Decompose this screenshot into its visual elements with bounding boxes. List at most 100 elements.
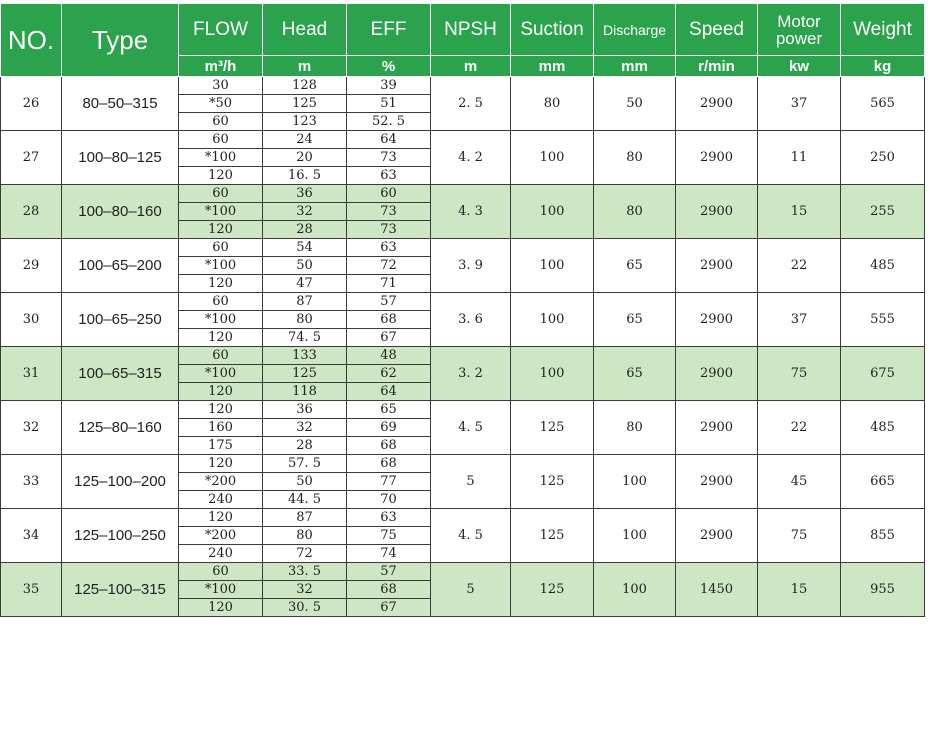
table-row: 29 100–65–200 60 54 63 3. 9 100 65 2900 22 485 — [0, 238, 925, 293]
motor-power-cell: 22 — [757, 400, 841, 455]
eff-cell: 74 — [346, 544, 431, 563]
table-row: 35 125–100–315 60 33. 5 57 5 125 100 1450 15 955 — [0, 562, 925, 617]
suction-cell: 125 — [510, 400, 594, 455]
pump-type: 125–100–200 — [61, 454, 179, 509]
discharge-cell: 65 — [593, 238, 676, 293]
npsh-cell: 3. 9 — [430, 238, 511, 293]
pump-type: 125–100–250 — [61, 508, 179, 563]
weight-cell: 485 — [840, 238, 925, 293]
speed-cell: 2900 — [675, 454, 758, 509]
eff-cell: 70 — [346, 490, 431, 509]
table-row: 30 100–65–250 60 87 57 3. 6 100 65 2900 37 555 — [0, 292, 925, 347]
pump-type: 100–65–200 — [61, 238, 179, 293]
suction-cell: 100 — [510, 292, 594, 347]
eff-cell: 52. 5 — [346, 112, 431, 131]
table-row: *50 125 51 — [1, 94, 925, 113]
weight-cell: 485 — [840, 400, 925, 455]
col-discharge-header: Discharge — [593, 3, 676, 56]
head-cell: 87 — [262, 292, 347, 311]
pump-performance-table: NO. Type FLOW Head EFF NPSH Suction Disc… — [0, 3, 925, 617]
row-number: 34 — [0, 508, 62, 563]
discharge-cell: 65 — [593, 292, 676, 347]
npsh-cell: 4. 3 — [430, 184, 511, 239]
flow-cell: 120 — [178, 400, 263, 419]
speed-cell: 2900 — [675, 346, 758, 401]
suction-cell: 125 — [510, 454, 594, 509]
motor-power-cell: 37 — [757, 292, 841, 347]
flow-cell: 120 — [178, 508, 263, 527]
discharge-cell: 100 — [593, 454, 676, 509]
weight-cell: 665 — [840, 454, 925, 509]
npsh-cell: 2. 5 — [430, 76, 511, 131]
table-row: 240 72 74 — [1, 544, 925, 563]
col-speed-header: Speed — [675, 3, 758, 56]
head-cell: 28 — [262, 436, 347, 455]
flow-cell: 175 — [178, 436, 263, 455]
table-row: *100 20 73 — [1, 148, 925, 167]
suction-cell: 100 — [510, 238, 594, 293]
motor-power-cell: 45 — [757, 454, 841, 509]
head-cell: 36 — [262, 400, 347, 419]
head-cell: 118 — [262, 382, 347, 401]
eff-cell: 57 — [346, 562, 431, 581]
head-cell: 80 — [262, 310, 347, 329]
discharge-cell: 80 — [593, 184, 676, 239]
discharge-cell: 100 — [593, 508, 676, 563]
col-type-header: Type — [61, 3, 179, 77]
head-cell: 74. 5 — [262, 328, 347, 347]
flow-cell: 160 — [178, 418, 263, 437]
motor-power-cell: 75 — [757, 508, 841, 563]
head-cell: 32 — [262, 580, 347, 599]
table-row: 120 30. 5 67 — [1, 598, 925, 617]
npsh-cell: 4. 5 — [430, 508, 511, 563]
npsh-cell: 5 — [430, 562, 511, 617]
speed-cell: 2900 — [675, 184, 758, 239]
npsh-cell: 4. 5 — [430, 400, 511, 455]
unit-eff: % — [346, 55, 431, 77]
table-row: 28 100–80–160 60 36 60 4. 3 100 80 2900 15 255 — [0, 184, 925, 239]
flow-cell: 120 — [178, 220, 263, 239]
eff-cell: 62 — [346, 364, 431, 383]
flow-cell: *100 — [178, 364, 263, 383]
head-cell: 24 — [262, 130, 347, 149]
speed-cell: 2900 — [675, 238, 758, 293]
eff-cell: 51 — [346, 94, 431, 113]
speed-cell: 2900 — [675, 292, 758, 347]
weight-cell: 555 — [840, 292, 925, 347]
table-row: 32 125–80–160 120 36 65 4. 5 125 80 2900 22 485 — [0, 400, 925, 455]
speed-cell: 2900 — [675, 130, 758, 185]
motor-power-cell: 15 — [757, 184, 841, 239]
row-number: 29 — [0, 238, 62, 293]
table-row: *100 32 73 — [1, 202, 925, 221]
eff-cell: 67 — [346, 328, 431, 347]
npsh-cell: 5 — [430, 454, 511, 509]
table-row: 60 123 52. 5 — [1, 112, 925, 131]
discharge-cell: 80 — [593, 130, 676, 185]
col-no-header: NO. — [0, 3, 62, 77]
table-row: 120 118 64 — [1, 382, 925, 401]
motor-power-cell: 15 — [757, 562, 841, 617]
head-cell: 36 — [262, 184, 347, 203]
unit-flow: m³/h — [178, 55, 263, 77]
eff-cell: 65 — [346, 400, 431, 419]
table-row: 27 100–80–125 60 24 64 4. 2 100 80 2900 11 250 — [0, 130, 925, 185]
suction-cell: 125 — [510, 508, 594, 563]
eff-cell: 57 — [346, 292, 431, 311]
eff-cell: 48 — [346, 346, 431, 365]
eff-cell: 64 — [346, 382, 431, 401]
flow-cell: 60 — [178, 184, 263, 203]
head-cell: 44. 5 — [262, 490, 347, 509]
head-cell: 30. 5 — [262, 598, 347, 617]
flow-cell: *50 — [178, 94, 263, 113]
flow-cell: 120 — [178, 454, 263, 473]
flow-cell: 120 — [178, 382, 263, 401]
pump-type: 100–65–250 — [61, 292, 179, 347]
eff-cell: 68 — [346, 436, 431, 455]
table-header: NO. Type FLOW Head EFF NPSH Suction Disc… — [0, 3, 925, 77]
header-row: NO. Type FLOW Head EFF NPSH Suction Disc… — [0, 3, 925, 77]
flow-cell: *100 — [178, 580, 263, 599]
row-number: 31 — [0, 346, 62, 401]
npsh-cell: 3. 6 — [430, 292, 511, 347]
head-cell: 54 — [262, 238, 347, 257]
